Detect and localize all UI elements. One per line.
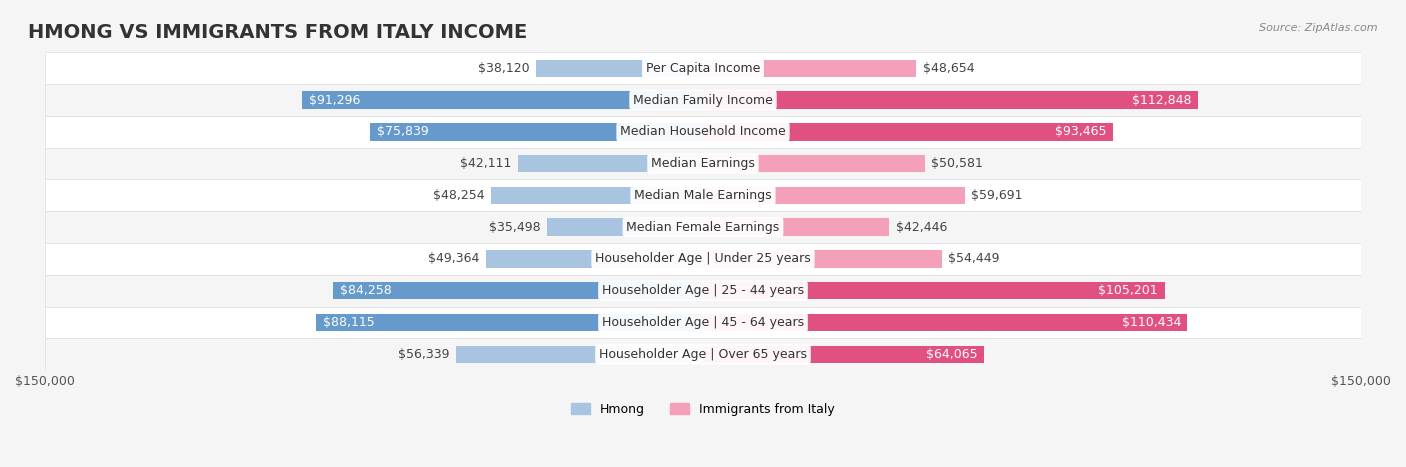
Bar (456, 346, 703, 363)
Text: $91,296: $91,296 (309, 93, 360, 106)
Text: $54,449: $54,449 (949, 253, 1000, 265)
Text: $42,111: $42,111 (460, 157, 512, 170)
Text: $59,691: $59,691 (972, 189, 1024, 202)
Text: Per Capita Income: Per Capita Income (645, 62, 761, 75)
Bar (703, 123, 1114, 141)
Bar (486, 250, 703, 268)
Text: Median Male Earnings: Median Male Earnings (634, 189, 772, 202)
Text: $48,254: $48,254 (433, 189, 485, 202)
Bar (45, 243, 1361, 275)
Bar (703, 155, 925, 172)
Bar (45, 339, 1361, 370)
Bar (703, 250, 942, 268)
Legend: Hmong, Immigrants from Italy: Hmong, Immigrants from Italy (567, 398, 839, 421)
Text: $88,115: $88,115 (323, 316, 375, 329)
Text: Householder Age | 25 - 44 years: Householder Age | 25 - 44 years (602, 284, 804, 297)
Text: Median Female Earnings: Median Female Earnings (627, 221, 779, 234)
Text: $75,839: $75,839 (377, 125, 429, 138)
Bar (703, 346, 984, 363)
Text: Householder Age | Over 65 years: Householder Age | Over 65 years (599, 348, 807, 361)
Text: Median Household Income: Median Household Income (620, 125, 786, 138)
Text: Source: ZipAtlas.com: Source: ZipAtlas.com (1260, 23, 1378, 33)
Bar (547, 219, 703, 236)
Bar (45, 179, 1361, 211)
Bar (703, 91, 1198, 109)
Bar (45, 84, 1361, 116)
Text: $50,581: $50,581 (932, 157, 983, 170)
Bar (703, 219, 889, 236)
Bar (491, 187, 703, 204)
Text: $93,465: $93,465 (1054, 125, 1107, 138)
Bar (45, 52, 1361, 84)
Bar (703, 59, 917, 77)
Bar (316, 314, 703, 331)
Text: $56,339: $56,339 (398, 348, 450, 361)
Text: $48,654: $48,654 (922, 62, 974, 75)
Bar (519, 155, 703, 172)
Bar (703, 282, 1164, 299)
Bar (536, 59, 703, 77)
Text: Median Family Income: Median Family Income (633, 93, 773, 106)
Text: $105,201: $105,201 (1098, 284, 1159, 297)
Text: $84,258: $84,258 (340, 284, 392, 297)
Bar (370, 123, 703, 141)
Text: $49,364: $49,364 (429, 253, 479, 265)
Text: HMONG VS IMMIGRANTS FROM ITALY INCOME: HMONG VS IMMIGRANTS FROM ITALY INCOME (28, 23, 527, 42)
Text: $38,120: $38,120 (478, 62, 529, 75)
Text: $110,434: $110,434 (1122, 316, 1181, 329)
Bar (302, 91, 703, 109)
Bar (333, 282, 703, 299)
Bar (45, 148, 1361, 179)
Bar (45, 275, 1361, 307)
Text: Median Earnings: Median Earnings (651, 157, 755, 170)
Text: $42,446: $42,446 (896, 221, 948, 234)
Bar (45, 307, 1361, 339)
Bar (45, 116, 1361, 148)
Text: $112,848: $112,848 (1132, 93, 1191, 106)
Bar (703, 314, 1188, 331)
Bar (703, 187, 965, 204)
Text: $35,498: $35,498 (489, 221, 541, 234)
Text: $64,065: $64,065 (927, 348, 977, 361)
Text: Householder Age | Under 25 years: Householder Age | Under 25 years (595, 253, 811, 265)
Bar (45, 211, 1361, 243)
Text: Householder Age | 45 - 64 years: Householder Age | 45 - 64 years (602, 316, 804, 329)
